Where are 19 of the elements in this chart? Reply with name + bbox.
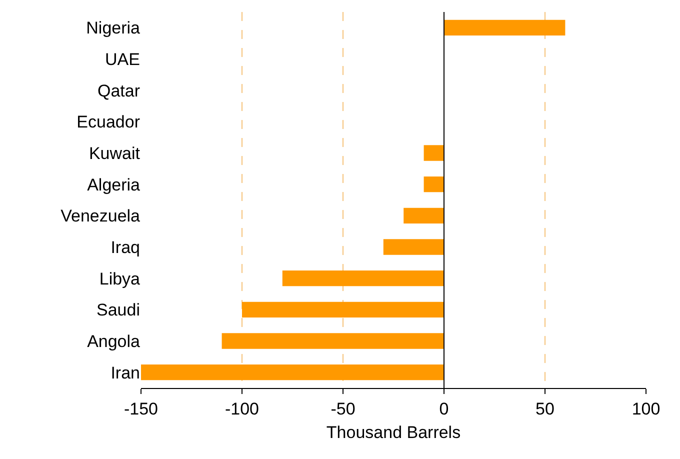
x-axis-title: Thousand Barrels (326, 422, 461, 442)
x-tick-label: 100 (632, 399, 660, 418)
y-tick-label: Iran (110, 363, 140, 382)
y-tick-label: Venezuela (60, 206, 141, 226)
y-tick-label: Nigeria (86, 18, 141, 38)
y-tick-label: Ecuador (76, 112, 140, 132)
y-tick-label: Kuwait (88, 144, 140, 163)
y-tick-label: Algeria (87, 175, 141, 194)
x-tick-label: -100 (224, 399, 260, 418)
y-tick-label: Qatar (97, 81, 140, 100)
y-tick-label: Iraq (110, 238, 140, 257)
y-tick-label: Saudi (96, 300, 140, 320)
x-tick-label: 0 (439, 399, 449, 418)
x-tick-label: 50 (536, 399, 554, 418)
y-tick-label: Libya (99, 269, 141, 288)
x-tick-label: -150 (124, 399, 158, 418)
y-tick-label: Angola (87, 332, 141, 351)
x-tick-label: -50 (330, 399, 356, 418)
y-tick-label: UAE (105, 50, 140, 69)
